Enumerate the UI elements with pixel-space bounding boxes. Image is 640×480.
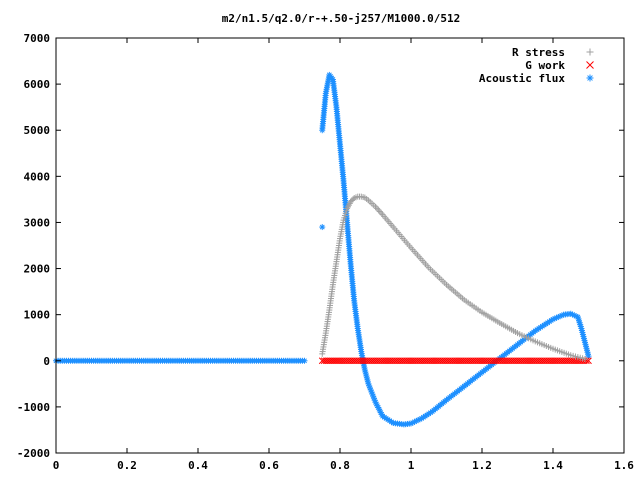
data-point xyxy=(376,208,383,215)
data-point xyxy=(319,224,326,231)
legend-label: R stress xyxy=(512,46,565,59)
series-r-stress xyxy=(319,193,588,362)
x-tick-label: 0.6 xyxy=(259,459,279,472)
y-tick-label: 6000 xyxy=(24,78,51,91)
series-acoustic-flux xyxy=(53,71,592,428)
plot-area xyxy=(53,71,592,428)
data-point xyxy=(366,384,373,391)
x-tick-label: 1.4 xyxy=(543,459,563,472)
data-point xyxy=(581,355,588,362)
y-tick-label: -2000 xyxy=(17,447,50,460)
chart-title: m2/n1.5/q2.0/r-+.50-j257/M1000.0/512 xyxy=(222,12,460,25)
x-tick-label: 1.6 xyxy=(614,459,634,472)
data-point xyxy=(373,205,380,212)
data-point xyxy=(378,210,385,217)
data-point xyxy=(370,393,377,400)
y-tick-label: 5000 xyxy=(24,124,51,137)
axes: 0 0.2 0.4 0.6 0.8 1 1.2 1.4 1.6 -2000 -1000 0 1000 20… xyxy=(17,32,634,472)
y-tick-label: 1000 xyxy=(24,309,51,322)
x-tick-label: 0.8 xyxy=(330,459,350,472)
y-tick-label: 7000 xyxy=(24,32,51,45)
x-tick-label: 0.4 xyxy=(188,459,208,472)
x-tick-label: 0 xyxy=(53,459,60,472)
y-tick-label: 4000 xyxy=(24,170,51,183)
x-tick-label: 0.2 xyxy=(117,459,137,472)
x-tick-label: 1.2 xyxy=(472,459,492,472)
y-tick-label: 3000 xyxy=(24,216,51,229)
y-tick-label: -1000 xyxy=(17,401,50,414)
y-tick-label: 2000 xyxy=(24,263,51,276)
series-g-work xyxy=(318,357,592,365)
data-point xyxy=(301,357,308,364)
data-point xyxy=(375,206,382,213)
x-tick-label: 1 xyxy=(408,459,415,472)
legend-label: Acoustic flux xyxy=(479,72,565,85)
y-tick-label: 0 xyxy=(43,355,50,368)
legend-label: G work xyxy=(525,59,565,72)
legend-marker xyxy=(586,48,594,56)
legend-marker xyxy=(586,61,594,69)
legend-marker xyxy=(586,74,594,82)
